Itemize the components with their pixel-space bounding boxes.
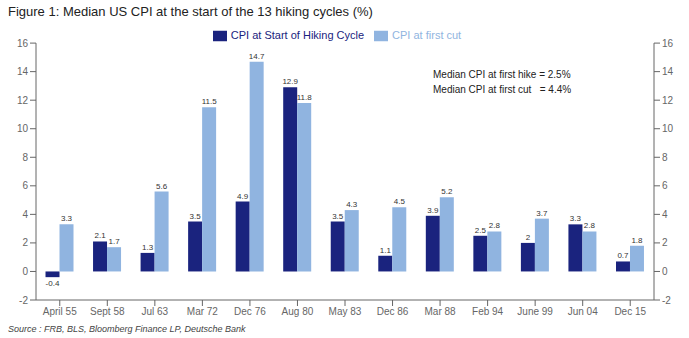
svg-text:April 55: April 55 (43, 306, 77, 317)
svg-text:2: 2 (22, 237, 28, 248)
svg-text:3.7: 3.7 (536, 209, 548, 218)
svg-text:1.3: 1.3 (142, 243, 154, 252)
svg-text:4: 4 (22, 209, 28, 220)
svg-text:6: 6 (662, 180, 668, 191)
svg-text:3.3: 3.3 (61, 214, 73, 223)
svg-text:3.3: 3.3 (570, 214, 582, 223)
svg-text:11.8: 11.8 (297, 93, 313, 102)
svg-text:11.5: 11.5 (202, 97, 218, 106)
svg-text:Mar 88: Mar 88 (425, 306, 457, 317)
svg-text:0: 0 (662, 266, 668, 277)
svg-text:1.8: 1.8 (631, 236, 643, 245)
svg-text:16: 16 (17, 38, 29, 49)
svg-text:Dec 15: Dec 15 (614, 306, 646, 317)
svg-text:June 99: June 99 (517, 306, 553, 317)
svg-text:Jun 04: Jun 04 (568, 306, 598, 317)
svg-text:4.5: 4.5 (394, 197, 406, 206)
svg-text:-2: -2 (662, 295, 671, 306)
svg-text:2.8: 2.8 (489, 221, 501, 230)
svg-text:2.5: 2.5 (475, 226, 487, 235)
html-text:Figure 1: Median US CPI at the: Figure 1: Median US CPI at the start of … (8, 4, 373, 19)
svg-text:0: 0 (22, 266, 28, 277)
svg-text:10: 10 (17, 123, 29, 134)
svg-text:3.5: 3.5 (332, 212, 344, 221)
svg-text:1.1: 1.1 (380, 246, 392, 255)
svg-text:5.6: 5.6 (156, 182, 168, 191)
svg-text:12: 12 (662, 95, 674, 106)
svg-text:14: 14 (662, 66, 674, 77)
svg-text:0.7: 0.7 (617, 251, 629, 260)
svg-text:14: 14 (17, 66, 29, 77)
svg-text:Aug 80: Aug 80 (282, 306, 314, 317)
svg-text:4: 4 (662, 209, 668, 220)
svg-text:Feb 94: Feb 94 (472, 306, 504, 317)
html-text:CPI at Start of Hiking Cycle: CPI at Start of Hiking Cycle (230, 29, 365, 41)
svg-text:May 83: May 83 (329, 306, 362, 317)
svg-text:Dec 76: Dec 76 (234, 306, 266, 317)
svg-text:4.3: 4.3 (346, 200, 358, 209)
svg-text:8: 8 (662, 152, 668, 163)
svg-text:3.9: 3.9 (427, 206, 439, 215)
svg-text:Mar 72: Mar 72 (187, 306, 219, 317)
svg-text:2: 2 (662, 237, 668, 248)
svg-text:Sept 58: Sept 58 (90, 306, 125, 317)
html-text:Median CPI at first hike = 2.5: Median CPI at first hike = 2.5% (433, 69, 571, 80)
svg-text:2.8: 2.8 (584, 221, 596, 230)
svg-text:4.9: 4.9 (237, 192, 249, 201)
html-text:Source : FRB, BLS, Bloomberg F: Source : FRB, BLS, Bloomberg Finance LP,… (8, 324, 246, 334)
svg-text:2.1: 2.1 (94, 231, 106, 240)
html-text:CPI at first cut: CPI at first cut (392, 29, 462, 41)
svg-text:14.7: 14.7 (249, 52, 265, 61)
svg-text:Jul 63: Jul 63 (142, 306, 169, 317)
svg-text:-2: -2 (19, 295, 28, 306)
html-text:Median CPI at first cut = 4.4%: Median CPI at first cut = 4.4% (433, 84, 572, 95)
svg-text:12.9: 12.9 (282, 77, 298, 86)
svg-text:16: 16 (662, 38, 674, 49)
svg-text:8: 8 (22, 152, 28, 163)
svg-text:-0.4: -0.4 (46, 279, 60, 288)
svg-text:10: 10 (662, 123, 674, 134)
svg-text:12: 12 (17, 95, 29, 106)
svg-text:6: 6 (22, 180, 28, 191)
svg-text:2: 2 (526, 233, 531, 242)
svg-text:1.7: 1.7 (108, 237, 120, 246)
svg-text:Dec 86: Dec 86 (377, 306, 409, 317)
svg-text:3.5: 3.5 (190, 212, 202, 221)
svg-text:5.2: 5.2 (441, 187, 453, 196)
